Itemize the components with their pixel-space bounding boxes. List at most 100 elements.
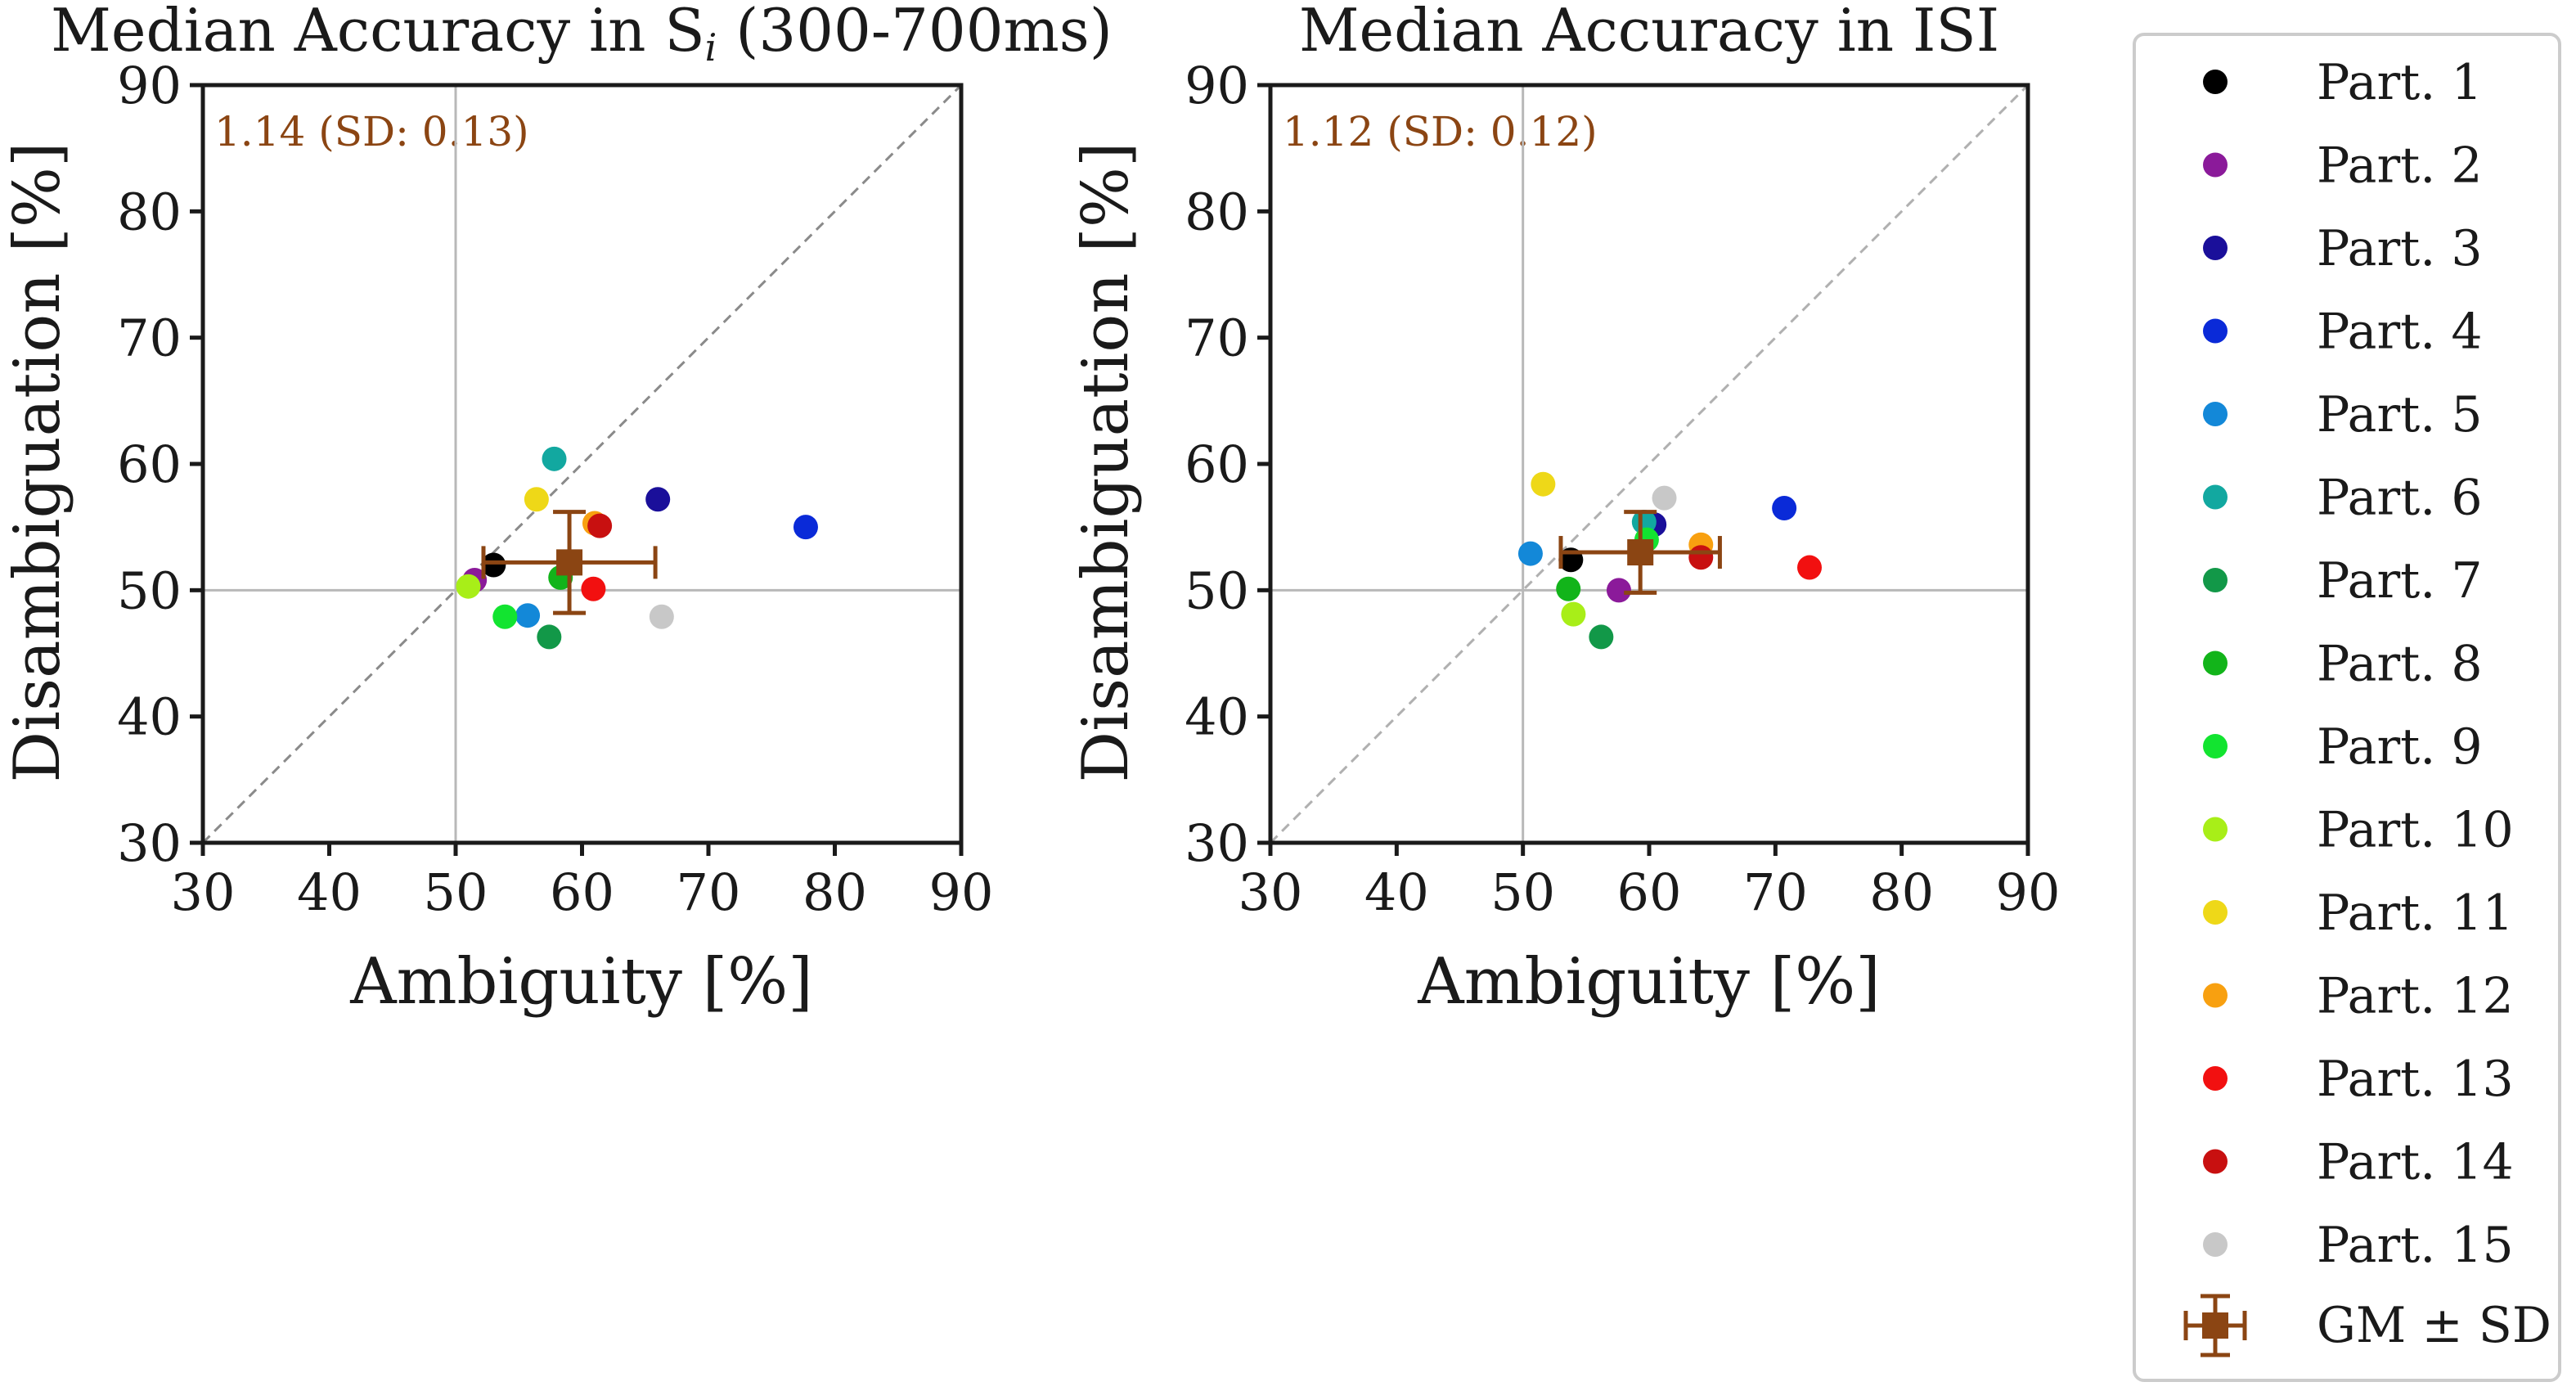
left-point-part-4 (793, 515, 818, 540)
left-y-tick-label: 80 (117, 182, 182, 241)
left-point-part-6 (542, 446, 567, 471)
right-identity-diagonal (1269, 83, 2030, 844)
legend-marker-part-8 (2203, 650, 2228, 676)
left-x-tick-label: 60 (550, 862, 614, 922)
right-x-axis-label: Ambiguity [%] (1417, 945, 1880, 1019)
legend-label-part-7: Part. 7 (2317, 552, 2483, 610)
right-point-part-7 (1589, 624, 1614, 650)
legend-marker-part-15 (2203, 1232, 2228, 1257)
left-point-part-15 (649, 604, 674, 629)
legend-label-part-8: Part. 8 (2317, 636, 2483, 693)
right-plot-frame (1268, 83, 2030, 845)
right-grand-mean-marker (1627, 539, 1654, 566)
legend-label-part-11: Part. 11 (2317, 885, 2514, 942)
left-y-tick-label: 70 (117, 308, 182, 368)
right-point-part-15 (1652, 485, 1677, 511)
right-point-part-2 (1606, 578, 1631, 603)
left-point-part-14 (587, 513, 613, 538)
legend-grand-mean-marker (2202, 1312, 2228, 1339)
legend-marker-part-5 (2203, 402, 2228, 426)
right-y-axis-label: Disambiguation [%] (1069, 142, 1143, 783)
left-y-tick-label: 40 (117, 687, 182, 747)
left-y-tick-label: 60 (117, 434, 182, 494)
legend-label-part-12: Part. 12 (2317, 968, 2514, 1025)
legend-label-part-2: Part. 2 (2317, 137, 2483, 195)
right-y-tick-label: 30 (1185, 813, 1249, 873)
left-point-part-5 (515, 603, 541, 628)
legend-label-part-1: Part. 1 (2317, 54, 2483, 111)
left-y-tick-label: 50 (117, 560, 182, 620)
legend-marker-part-6 (2203, 484, 2228, 510)
left-x-tick-label: 70 (677, 862, 741, 922)
left-y-axis-label: Disambiguation [%] (1, 142, 74, 783)
right-x-tick-label: 30 (1239, 862, 1303, 922)
legend-marker-part-1 (2203, 70, 2228, 94)
right-y-tick-label: 40 (1185, 687, 1249, 747)
legend-label-part-4: Part. 4 (2317, 304, 2483, 361)
legend-label-part-6: Part. 6 (2317, 470, 2483, 527)
left-identity-diagonal (201, 83, 963, 844)
right-panel-title: Median Accuracy in ISI (1299, 0, 1999, 65)
left-x-axis-label: Ambiguity [%] (349, 945, 812, 1019)
legend-label-part-5: Part. 5 (2317, 386, 2483, 443)
left-x-tick-label: 80 (802, 862, 867, 922)
right-point-part-10 (1561, 601, 1586, 627)
legend-marker-part-10 (2203, 817, 2228, 842)
legend-label-part-13: Part. 13 (2317, 1051, 2514, 1108)
left-point-part-7 (537, 624, 562, 650)
legend-marker-part-4 (2203, 318, 2228, 344)
right-point-part-5 (1517, 541, 1543, 566)
left-ratio-annotation: 1.14 (SD: 0.13) (214, 108, 529, 155)
left-y-tick-label: 90 (117, 56, 182, 115)
legend-label-part-3: Part. 3 (2317, 220, 2483, 277)
legend-label-part-9: Part. 9 (2317, 718, 2483, 776)
right-scatter-panel: Median Accuracy in ISI Ambiguity [%] Dis… (1069, 0, 2060, 1019)
left-scatter-panel: Median Accuracy in Si (300-700ms) Ambigu… (1, 0, 1113, 1019)
right-y-tick-label: 80 (1185, 182, 1249, 241)
right-y-tick-label: 70 (1185, 308, 1249, 368)
legend-marker-part-3 (2203, 236, 2228, 260)
right-y-tick-label: 90 (1185, 56, 1249, 115)
legend-frame (2133, 33, 2561, 1382)
right-x-tick-label: 60 (1617, 862, 1682, 922)
legend-marker-part-2 (2203, 152, 2228, 178)
legend-label-part-15: Part. 15 (2317, 1217, 2514, 1274)
legend-marker-part-14 (2203, 1149, 2228, 1174)
left-x-tick-label: 50 (424, 862, 488, 922)
right-x-tick-label: 80 (1869, 862, 1934, 922)
right-x-tick-label: 40 (1364, 862, 1429, 922)
legend-marker-part-7 (2203, 568, 2228, 592)
right-ratio-annotation: 1.12 (SD: 0.12) (1283, 108, 1598, 155)
right-x-tick-label: 70 (1743, 862, 1808, 922)
left-y-tick-label: 30 (117, 813, 182, 873)
legend-marker-part-9 (2203, 734, 2228, 759)
legend-label-grand-mean: GM ± SD (2317, 1297, 2551, 1354)
legend-label-part-10: Part. 10 (2317, 802, 2514, 859)
right-x-tick-label: 50 (1490, 862, 1555, 922)
left-x-tick-label: 90 (929, 862, 994, 922)
left-point-part-9 (492, 604, 518, 629)
left-point-part-11 (524, 487, 549, 512)
right-x-tick-label: 90 (1996, 862, 2061, 922)
right-point-part-11 (1531, 471, 1556, 497)
right-y-tick-label: 50 (1185, 560, 1249, 620)
left-point-part-1 (481, 552, 506, 578)
legend-marker-part-11 (2203, 900, 2228, 925)
left-grand-mean-marker (556, 549, 583, 576)
legend-label-part-14: Part. 14 (2317, 1134, 2514, 1191)
left-x-tick-label: 40 (297, 862, 362, 922)
right-point-part-13 (1797, 555, 1823, 580)
right-point-part-4 (1772, 496, 1797, 521)
legend-marker-part-13 (2203, 1066, 2228, 1091)
right-point-part-14 (1688, 545, 1714, 570)
right-point-part-8 (1556, 576, 1581, 601)
left-panel-title: Median Accuracy in Si (300-700ms) (51, 0, 1113, 70)
left-point-part-13 (581, 576, 606, 601)
legend: Part. 1 Part. 2 Part. 3 Part. 4 Part. 5 Part.… (2133, 33, 2561, 1382)
left-point-part-10 (456, 574, 481, 599)
legend-marker-part-12 (2203, 983, 2228, 1008)
left-point-part-3 (645, 487, 671, 512)
left-x-tick-label: 30 (171, 862, 236, 922)
right-y-tick-label: 60 (1185, 434, 1249, 494)
